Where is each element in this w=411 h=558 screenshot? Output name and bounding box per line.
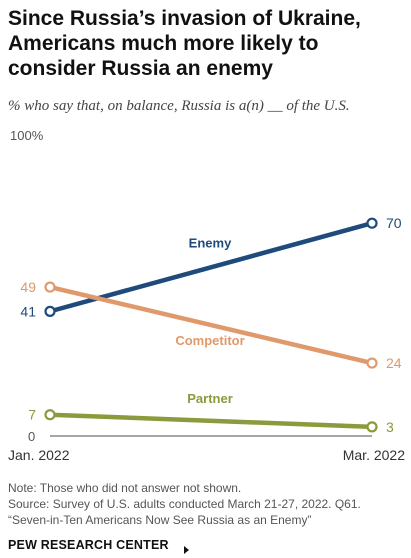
source-org-label: PEW RESEARCH CENTER xyxy=(8,538,169,552)
chart-subtitle: % who say that, on balance, Russia is a(… xyxy=(8,98,350,114)
data-point-enemy xyxy=(366,217,378,229)
series-name-label-enemy: Enemy xyxy=(189,235,232,250)
source-line: Source: Survey of U.S. adults conducted … xyxy=(8,497,361,511)
data-point-competitor xyxy=(44,281,56,293)
data-point-enemy xyxy=(44,305,56,317)
data-label-competitor: 24 xyxy=(386,355,402,371)
chart-title: Since Russia’s invasion of Ukraine, Amer… xyxy=(8,7,361,80)
series-line-partner xyxy=(47,412,375,430)
x-tick-label: Jan. 2022 xyxy=(8,447,70,463)
series-line-enemy xyxy=(47,220,375,314)
data-label-competitor: 49 xyxy=(20,279,36,295)
data-point-partner xyxy=(366,421,378,433)
series-name-label-competitor: Competitor xyxy=(175,333,244,348)
mouse-cursor-icon xyxy=(184,546,189,554)
data-label-partner: 3 xyxy=(386,419,394,435)
data-label-enemy: 70 xyxy=(386,215,402,231)
note-line: Note: Those who did not answer not shown… xyxy=(8,481,242,495)
data-point-partner xyxy=(44,409,56,421)
data-label-partner: 7 xyxy=(28,407,36,423)
notes-block: Note: Those who did not answer not shown… xyxy=(8,480,408,528)
series-name-label-partner: Partner xyxy=(187,391,233,406)
data-point-competitor xyxy=(366,357,378,369)
line-chart: 100% 0 Jan. 2022 Mar. 2022 41 70 Enemy 49 24 Comp… xyxy=(8,128,405,463)
y-tick-label-top: 100% xyxy=(10,128,44,143)
y-tick-label-zero: 0 xyxy=(28,429,35,444)
series-line-competitor xyxy=(47,284,375,366)
report-title-line: “Seven-in-Ten Americans Now See Russia a… xyxy=(8,513,312,527)
x-tick-label: Mar. 2022 xyxy=(343,447,405,463)
data-label-enemy: 41 xyxy=(20,303,36,319)
